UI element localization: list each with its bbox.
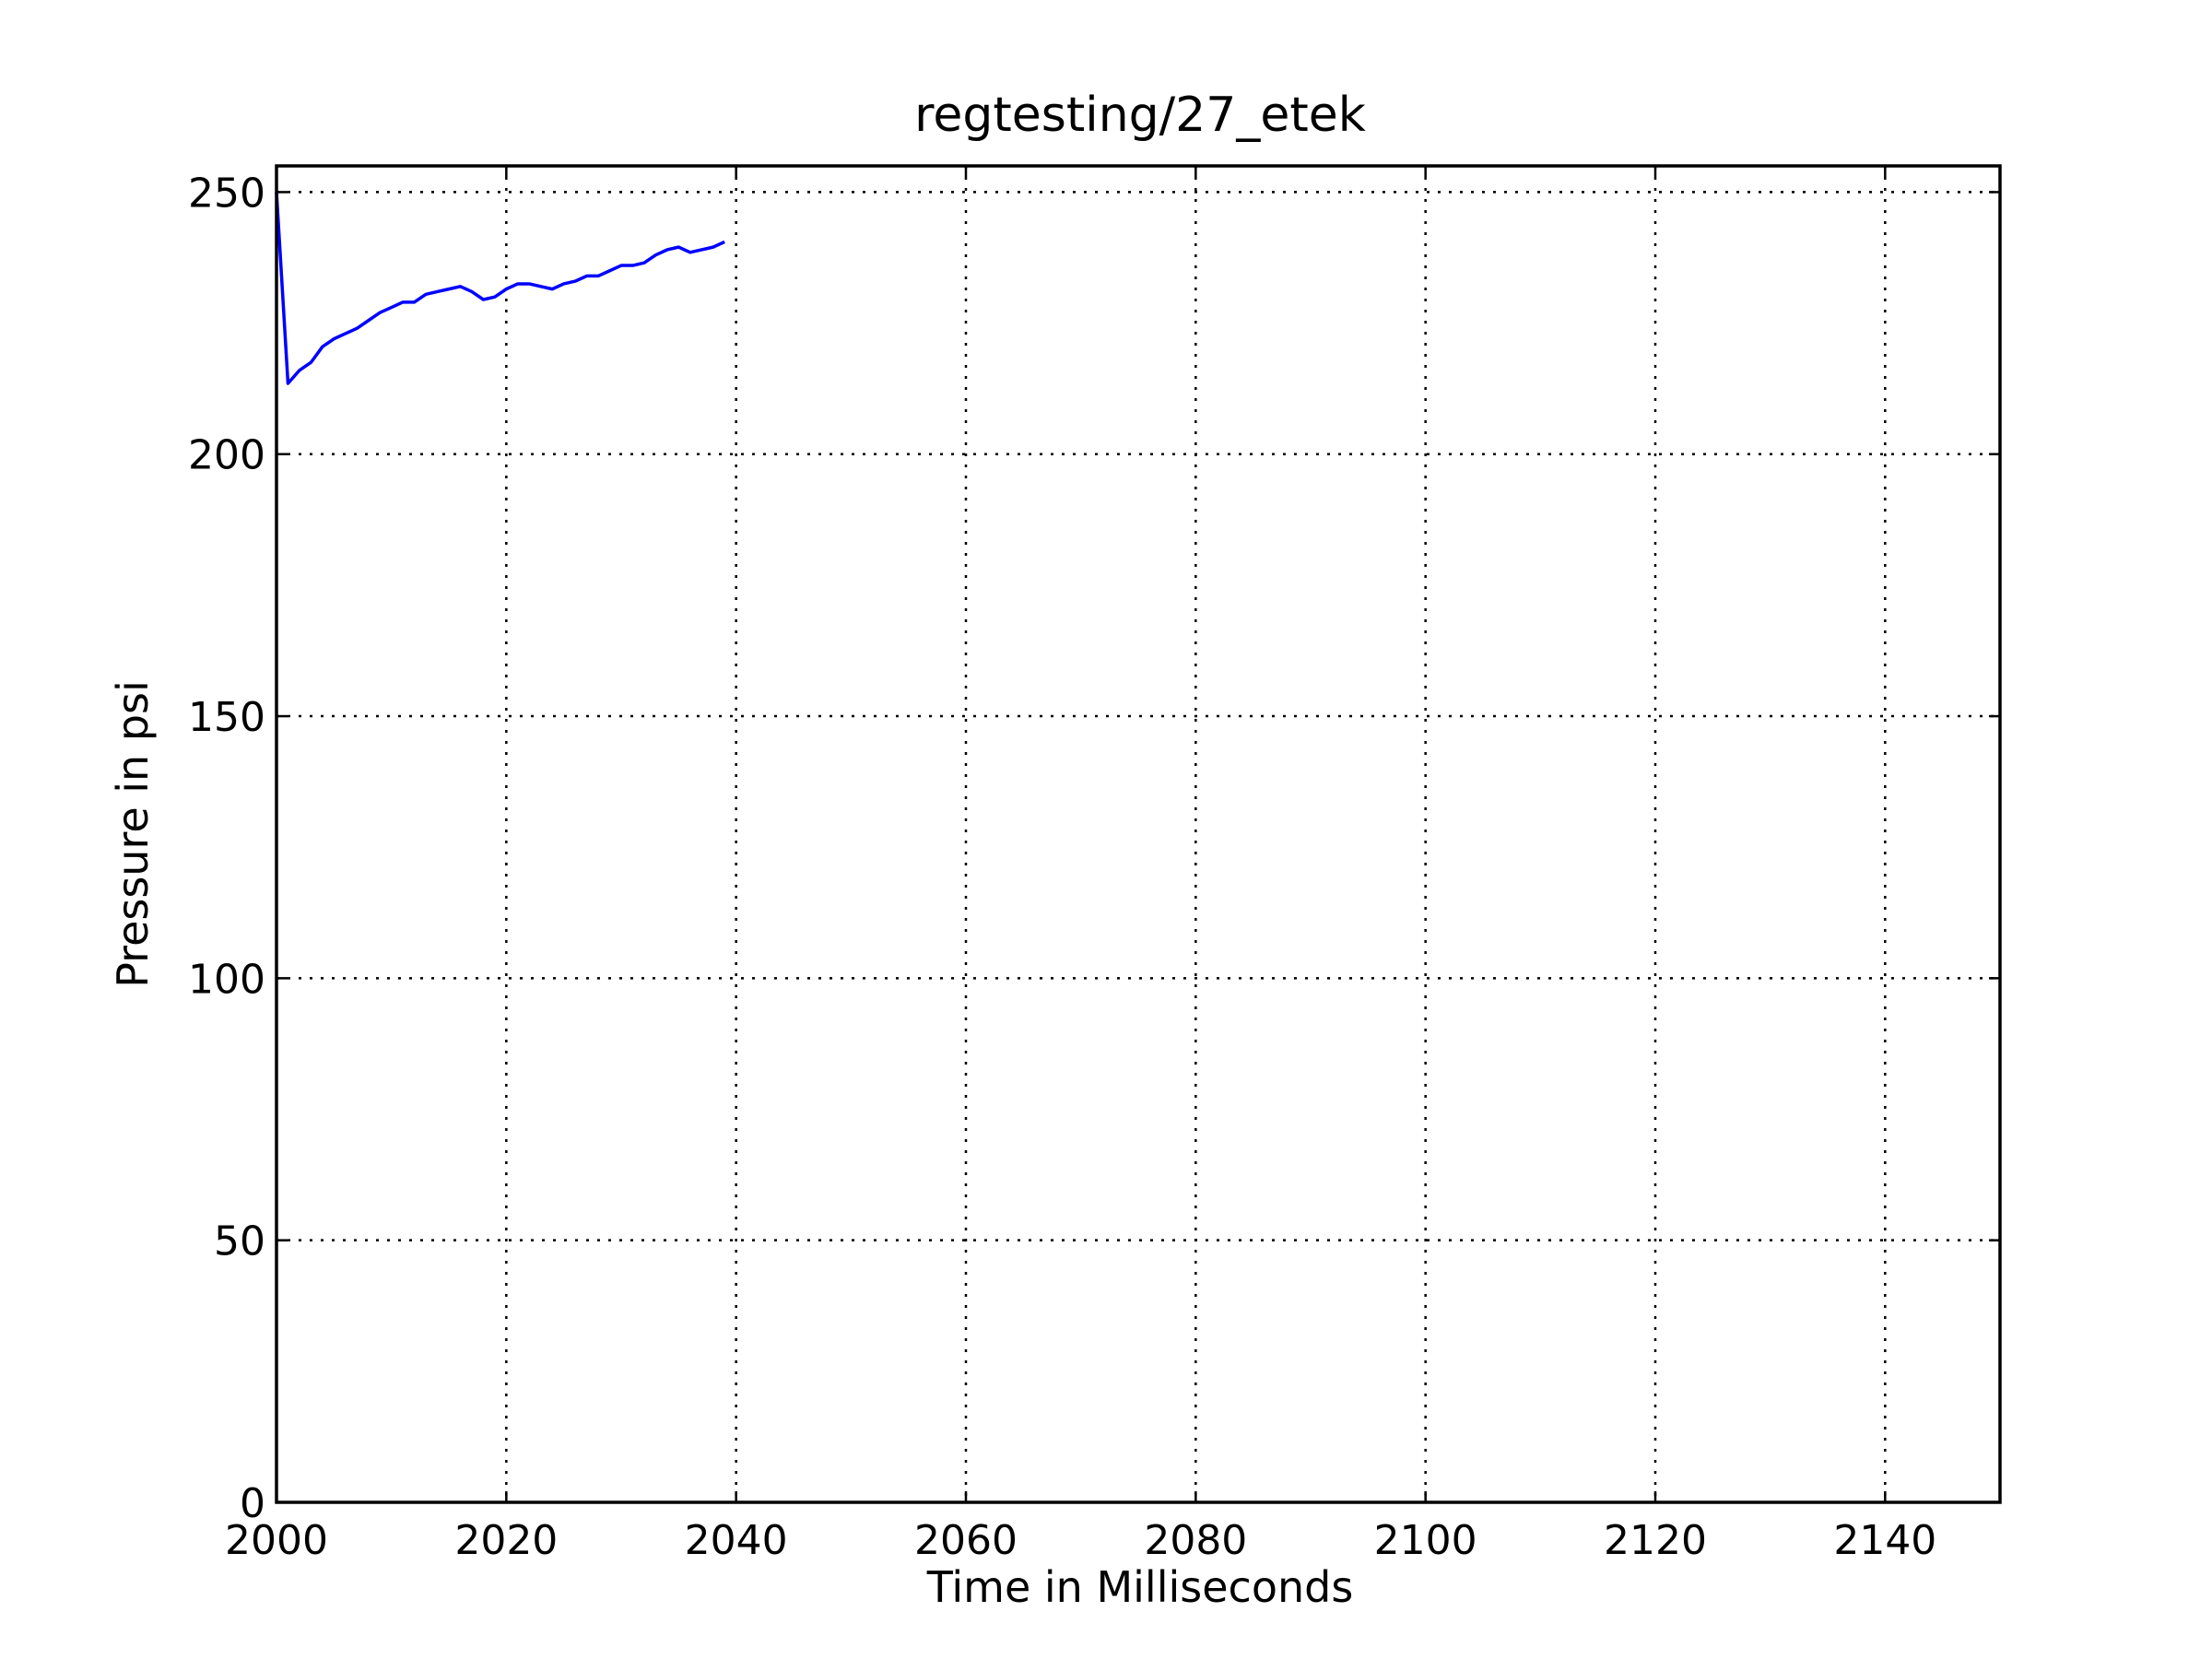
y-tick-label: 50 <box>214 1218 265 1265</box>
x-tick-label: 2020 <box>454 1517 558 1564</box>
x-tick-label: 2100 <box>1374 1517 1477 1564</box>
x-tick-label: 2000 <box>225 1517 328 1564</box>
x-tick-labels: 2000 2020 2040 2060 2080 2100 2120 2140 <box>225 1517 1936 1564</box>
x-tick-label: 2060 <box>914 1517 1018 1564</box>
y-tick-label: 250 <box>188 170 265 217</box>
y-tick-label: 0 <box>240 1480 265 1527</box>
x-tick-label: 2120 <box>1604 1517 1707 1564</box>
x-axis-label: Time in Milliseconds <box>926 1562 1354 1612</box>
x-tick-label: 2080 <box>1144 1517 1247 1564</box>
plot-frame <box>275 164 2002 1504</box>
y-tick-label: 150 <box>188 694 265 741</box>
pressure-series-line <box>275 192 725 385</box>
y-tick-labels: 0 50 100 150 200 250 <box>188 170 265 1527</box>
x-tick-label: 2140 <box>1833 1517 1936 1564</box>
x-tick-label: 2040 <box>685 1517 788 1564</box>
chart-title: regtesting/27_etek <box>914 88 1366 143</box>
y-tick-label: 200 <box>188 432 265 479</box>
y-axis-label: Pressure in psi <box>108 680 158 988</box>
plot-area <box>276 166 2000 1502</box>
y-tick-label: 100 <box>188 956 265 1003</box>
data-series <box>275 192 725 385</box>
